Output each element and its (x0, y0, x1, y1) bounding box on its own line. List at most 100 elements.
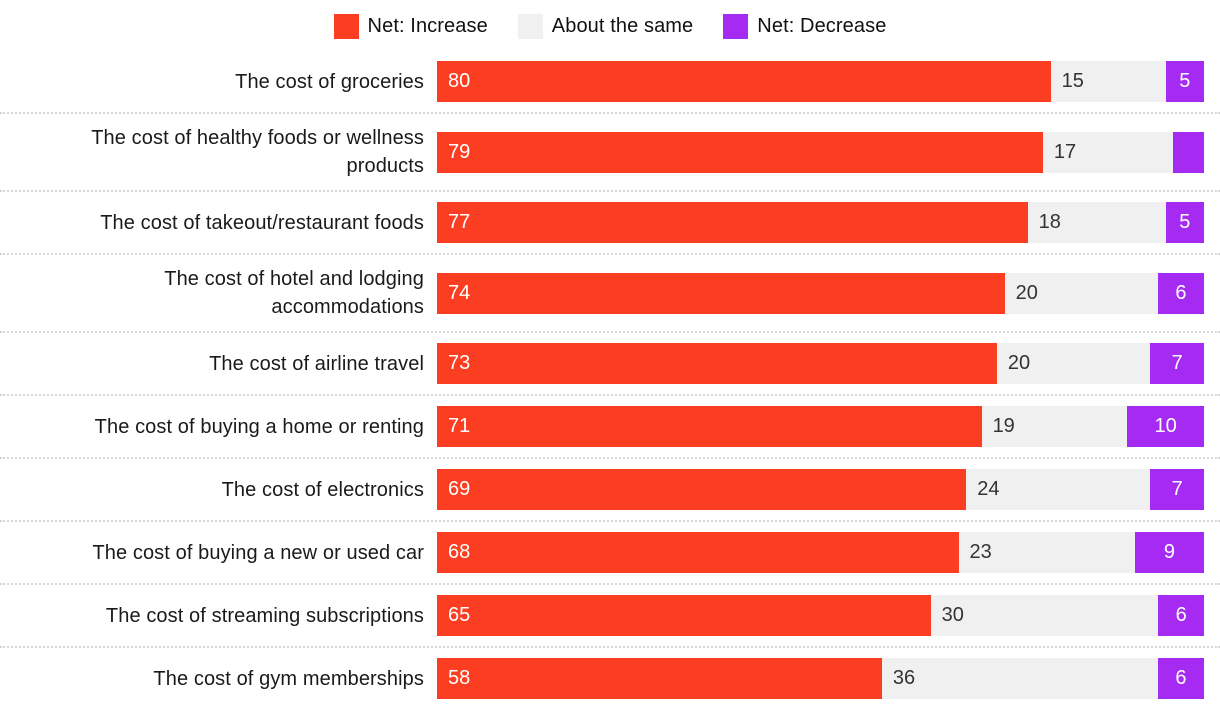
bar-segment-same: 20 (1004, 272, 1158, 314)
chart-row: The cost of takeout/restaurant foods 77 18… (0, 192, 1220, 255)
bar-segment-same: 15 (1050, 61, 1166, 102)
chart-row: The cost of buying a home or renting 71 19… (0, 396, 1220, 459)
chart-row: The cost of streaming subscriptions 65 30 6 (0, 585, 1220, 648)
bar-segment-same: 19 (981, 406, 1128, 447)
category-label: The cost of electronics (221, 478, 424, 501)
segment-value: 7 (1171, 478, 1183, 500)
segment-value: 6 (1175, 604, 1187, 626)
bar-track: 79 17 (437, 131, 1204, 173)
chart-row: The cost of groceries 80 15 5 (0, 51, 1220, 114)
category-label: The cost of buying a home or renting (94, 415, 424, 438)
bar-track: 77 18 5 (437, 202, 1204, 243)
bar-segment-decrease: 5 (1165, 202, 1204, 243)
bar-track: 58 36 6 (437, 658, 1204, 699)
segment-value: 79 (448, 140, 471, 163)
increase-swatch-icon (333, 14, 359, 39)
bar-segment-increase: 69 (437, 469, 967, 510)
segment-value: 20 (1015, 281, 1038, 304)
segment-value: 7 (1171, 352, 1183, 374)
segment-value: 68 (448, 541, 471, 563)
segment-value: 80 (448, 70, 471, 92)
category-label: The cost of gym memberships (153, 667, 424, 690)
segment-value: 5 (1179, 70, 1191, 92)
bar-segment-decrease: 7 (1150, 343, 1204, 384)
category-label: The cost of airline travel (209, 352, 424, 375)
segment-value: 65 (448, 604, 471, 626)
same-swatch-icon (517, 14, 543, 39)
category-label: The cost of buying a new or used car (92, 541, 424, 564)
legend-label-decrease: Net: Decrease (757, 15, 887, 37)
bar-segment-decrease: 10 (1127, 406, 1204, 447)
bar-segment-increase: 68 (437, 532, 959, 573)
chart-row: The cost of healthy foods or wellness pr… (0, 114, 1220, 192)
legend-label-increase: Net: Increase (367, 15, 488, 37)
segment-value: 23 (969, 541, 992, 563)
segment-value: 77 (448, 211, 471, 233)
segment-value: 5 (1179, 211, 1191, 233)
legend-item-same: About the same (517, 14, 694, 39)
category-label: The cost of groceries (235, 70, 424, 93)
chart-row: The cost of gym memberships 58 36 6 (0, 648, 1220, 709)
bar-segment-same: 18 (1027, 202, 1166, 243)
bar-segment-same: 17 (1042, 131, 1174, 173)
bar-track: 65 30 6 (437, 595, 1204, 636)
bar-track: 71 19 10 (437, 406, 1204, 447)
bar-segment-same: 24 (966, 469, 1151, 510)
bar-segment-decrease: 6 (1158, 595, 1204, 636)
bar-track: 80 15 5 (437, 61, 1204, 102)
bar-segment-increase: 71 (437, 406, 982, 447)
bar-segment-increase: 65 (437, 595, 931, 636)
segment-value: 6 (1175, 281, 1187, 304)
segment-value: 36 (892, 667, 916, 689)
segment-value: 73 (448, 352, 471, 374)
bar-segment-decrease (1173, 131, 1204, 173)
bar-segment-same: 30 (930, 595, 1159, 636)
segment-value: 10 (1154, 415, 1177, 437)
segment-value: 20 (1007, 352, 1031, 374)
bar-track: 74 20 6 (437, 272, 1204, 314)
bar-track: 69 24 7 (437, 469, 1204, 510)
legend-item-decrease: Net: Decrease (723, 14, 886, 39)
segment-value: 17 (1053, 140, 1077, 163)
decrease-swatch-icon (723, 14, 749, 39)
bar-track: 73 20 7 (437, 343, 1204, 384)
segment-value: 24 (977, 478, 1000, 500)
bar-segment-same: 36 (881, 658, 1158, 699)
bar-segment-increase: 77 (437, 202, 1028, 243)
category-label: The cost of streaming subscriptions (105, 604, 424, 627)
bar-segment-same: 23 (958, 532, 1135, 573)
bar-chart: The cost of groceries 80 15 5 The cost of he… (0, 51, 1220, 712)
bar-segment-same: 20 (996, 343, 1151, 384)
segment-value: 58 (448, 667, 471, 689)
legend-item-increase: Net: Increase (333, 14, 488, 39)
segment-value: 69 (448, 478, 471, 500)
bar-segment-increase: 58 (437, 658, 882, 699)
segment-value: 6 (1175, 667, 1187, 689)
bar-segment-decrease: 7 (1150, 469, 1204, 510)
chart-legend: Net: Increase About the same Net: Decrea… (0, 0, 1220, 51)
bar-segment-decrease: 5 (1165, 61, 1204, 102)
category-label: The cost of healthy foods or wellness pr… (91, 127, 424, 177)
segment-value: 71 (448, 415, 471, 437)
chart-row: The cost of buying a new or used car 68 23… (0, 522, 1220, 585)
bar-segment-increase: 80 (437, 61, 1051, 102)
segment-value: 74 (448, 281, 471, 304)
legend-label-same: About the same (551, 15, 694, 37)
segment-value: 18 (1038, 211, 1061, 233)
bar-segment-decrease: 9 (1134, 532, 1204, 573)
bar-segment-decrease: 6 (1157, 272, 1204, 314)
category-label: The cost of takeout/restaurant foods (100, 211, 424, 234)
bar-segment-increase: 73 (437, 343, 997, 384)
category-label: The cost of hotel and lodging accommodat… (164, 268, 424, 318)
chart-row: The cost of hotel and lodging accommodat… (0, 255, 1220, 333)
bar-segment-increase: 74 (437, 272, 1005, 314)
bar-track: 68 23 9 (437, 532, 1204, 573)
chart-row: The cost of electronics 69 24 7 (0, 459, 1220, 522)
segment-value: 15 (1061, 70, 1084, 92)
segment-value: 30 (941, 604, 964, 626)
chart-row: The cost of airline travel 73 20 7 (0, 333, 1220, 396)
segment-value: 19 (992, 415, 1015, 437)
bar-segment-increase: 79 (437, 131, 1043, 173)
bar-segment-decrease: 6 (1157, 658, 1204, 699)
